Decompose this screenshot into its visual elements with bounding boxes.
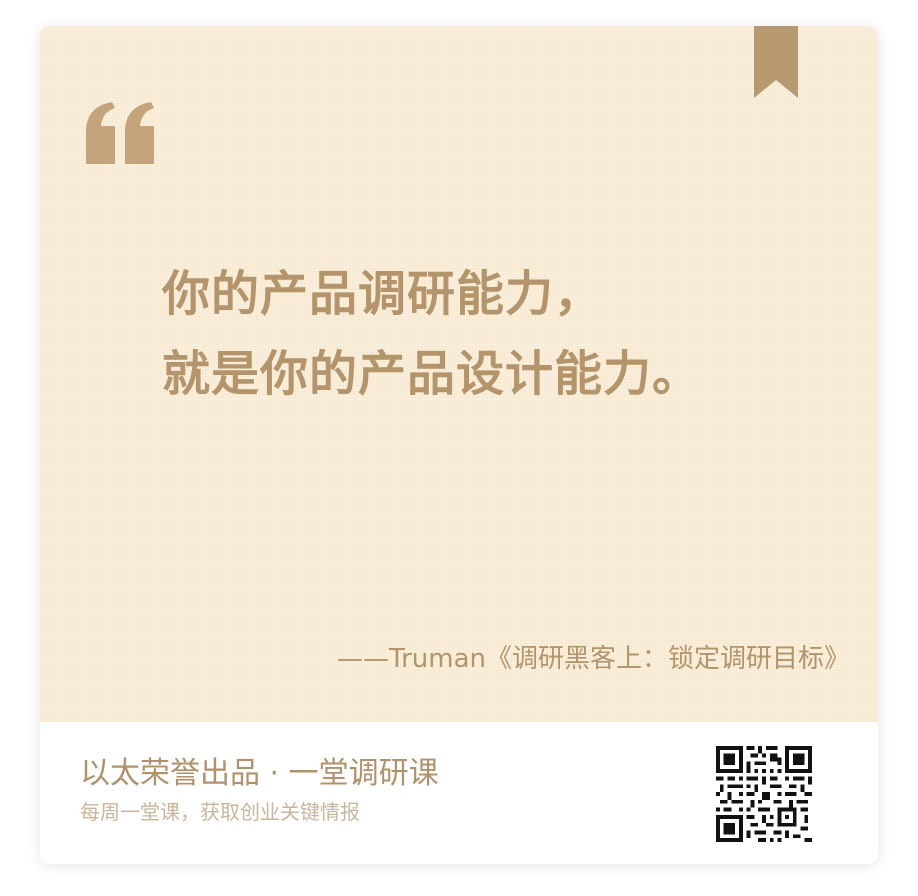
brand-line: 以太荣誉出品 · 一堂调研课: [80, 756, 439, 791]
quote-attribution: ——Truman《调研黑客上：锁定调研目标》: [337, 644, 850, 674]
quote-mark-icon: [86, 102, 154, 164]
quote-line-1: 你的产品调研能力，: [162, 266, 604, 322]
footer: 以太荣誉出品 · 一堂调研课 每周一堂课，获取创业关键情报: [40, 722, 878, 864]
slogan: 每周一堂课，获取创业关键情报: [80, 800, 360, 824]
bookmark-icon: [754, 26, 798, 98]
quote-text: 你的产品调研能力， 就是你的产品设计能力。: [162, 254, 822, 414]
qr-code: [716, 746, 812, 842]
quote-line-2: 就是你的产品设计能力。: [162, 346, 702, 402]
quote-card: 你的产品调研能力， 就是你的产品设计能力。 ——Truman《调研黑客上：锁定调…: [40, 26, 878, 864]
quote-area: 你的产品调研能力， 就是你的产品设计能力。 ——Truman《调研黑客上：锁定调…: [40, 26, 878, 722]
